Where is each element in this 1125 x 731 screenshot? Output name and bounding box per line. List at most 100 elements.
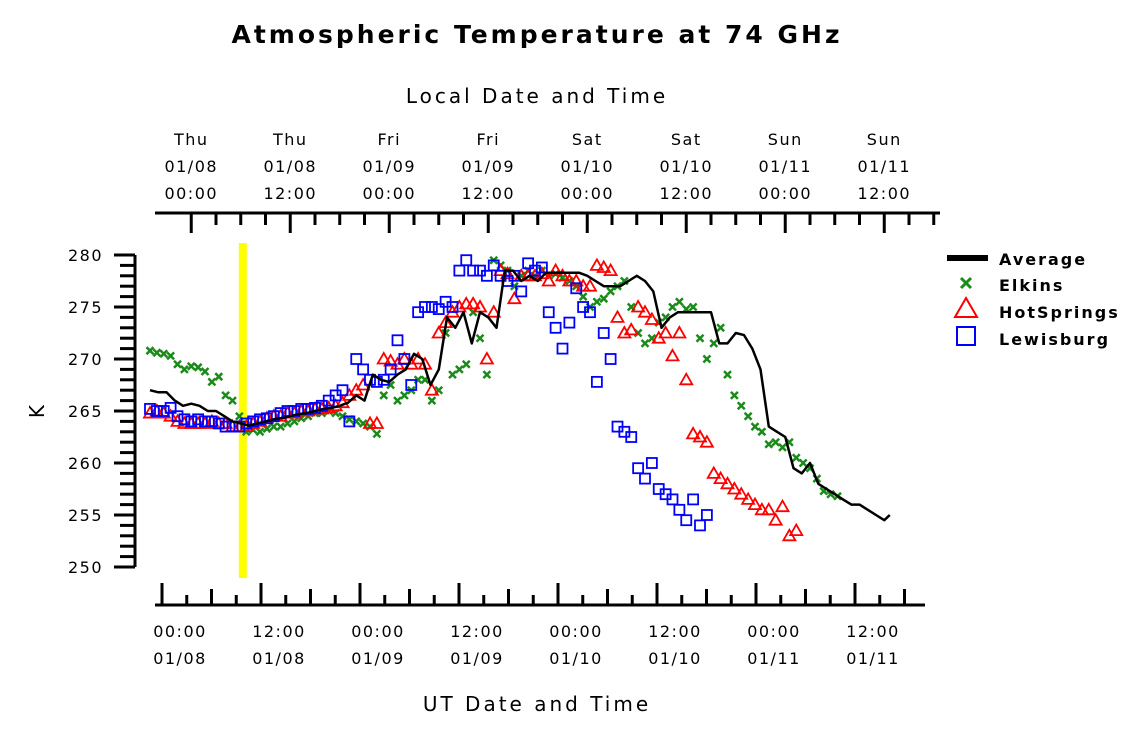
y-tick-label: 275 <box>68 298 103 317</box>
data-point <box>592 297 602 307</box>
data-point <box>736 401 746 411</box>
bottom-tick-date: 01/10 <box>549 649 603 668</box>
data-point <box>570 282 583 295</box>
data-point <box>214 372 224 382</box>
top-tick-date: 01/10 <box>560 157 614 176</box>
data-point <box>674 297 684 307</box>
data-point <box>604 353 617 365</box>
bottom-tick-date: 01/09 <box>450 649 504 668</box>
data-point <box>207 377 217 387</box>
data-point <box>671 325 687 339</box>
data-point <box>260 412 273 425</box>
top-axis-title: Local Date and Time <box>406 84 668 108</box>
top-tick-time: 00:00 <box>560 184 614 203</box>
data-point <box>157 405 170 417</box>
data-point <box>289 417 299 426</box>
data-point <box>640 339 650 348</box>
data-point <box>726 481 742 495</box>
data-point <box>186 361 196 371</box>
bottom-tick-time: 12:00 <box>846 622 900 641</box>
chart-title: Atmospheric Temperature at 74 GHz <box>231 20 842 49</box>
y-tick-label: 250 <box>68 558 103 577</box>
data-point <box>695 333 705 343</box>
data-point <box>219 420 232 433</box>
data-point <box>702 354 712 364</box>
data-point <box>159 349 169 359</box>
data-point <box>398 353 411 365</box>
data-point <box>150 405 163 417</box>
data-point <box>630 299 646 313</box>
data-point <box>750 422 760 431</box>
data-point <box>719 475 736 490</box>
legend-triangle-swatch <box>953 296 979 318</box>
bottom-tick-time: 00:00 <box>153 622 207 641</box>
data-point <box>454 365 464 374</box>
data-point <box>556 342 569 355</box>
data-point <box>541 273 557 287</box>
data-point <box>383 353 399 367</box>
top-tick-day: Thu <box>272 130 308 149</box>
y-tick-label: 280 <box>68 246 103 265</box>
data-point <box>645 457 658 469</box>
data-point <box>606 287 616 296</box>
top-tick-day: Thu <box>173 130 209 149</box>
data-point <box>639 472 651 485</box>
data-point <box>487 259 500 272</box>
data-point <box>729 391 739 400</box>
data-point <box>563 316 576 329</box>
data-point <box>554 267 571 282</box>
legend-label: Elkins <box>999 276 1064 295</box>
data-point <box>336 384 349 397</box>
data-point <box>685 426 701 440</box>
data-point <box>688 302 698 312</box>
data-point <box>334 394 351 409</box>
legend-item-lewisburg: Lewisburg <box>956 326 1108 349</box>
data-point <box>644 311 660 325</box>
data-point <box>515 285 528 298</box>
data-point <box>218 415 234 429</box>
top-tick-time: 12:00 <box>857 184 911 203</box>
data-point <box>152 348 162 358</box>
data-point <box>582 278 598 292</box>
data-point <box>276 422 286 431</box>
bottom-tick-date: 01/09 <box>351 649 405 668</box>
data-point <box>506 290 522 305</box>
data-point <box>460 254 473 267</box>
top-tick-day: Sun <box>867 130 902 149</box>
data-point <box>419 301 431 313</box>
data-point <box>568 273 584 287</box>
data-point <box>584 306 596 319</box>
data-point <box>757 427 767 437</box>
data-point <box>578 292 588 301</box>
bottom-tick-time: 12:00 <box>450 622 504 641</box>
data-point <box>343 415 356 428</box>
data-point <box>678 371 694 386</box>
data-point <box>446 301 459 313</box>
data-point <box>706 465 722 479</box>
data-point <box>723 370 732 379</box>
data-point <box>743 411 753 421</box>
data-point <box>166 351 176 361</box>
top-tick-day: Sun <box>768 130 803 149</box>
data-point <box>192 413 205 426</box>
data-point <box>549 321 562 334</box>
data-point <box>740 491 756 505</box>
data-point <box>465 296 481 310</box>
legend-item-hotsprings: HotSprings <box>953 296 1118 322</box>
legend-label: Average <box>999 250 1087 269</box>
bottom-axis-title: UT Date and Time <box>423 692 651 716</box>
y-tick-label: 255 <box>68 506 103 525</box>
data-point <box>357 363 370 376</box>
data-point <box>391 334 404 347</box>
top-tick-time: 12:00 <box>659 184 713 203</box>
legend-item-elkins: Elkins <box>959 276 1064 295</box>
bottom-tick-time: 00:00 <box>549 622 603 641</box>
data-point <box>453 264 466 277</box>
data-point <box>482 370 492 379</box>
data-point <box>700 509 713 521</box>
bottom-tick-time: 00:00 <box>747 622 801 641</box>
data-point <box>692 429 708 443</box>
data-point <box>425 301 438 313</box>
data-point <box>596 259 612 273</box>
bottom-tick-time: 12:00 <box>252 622 306 641</box>
